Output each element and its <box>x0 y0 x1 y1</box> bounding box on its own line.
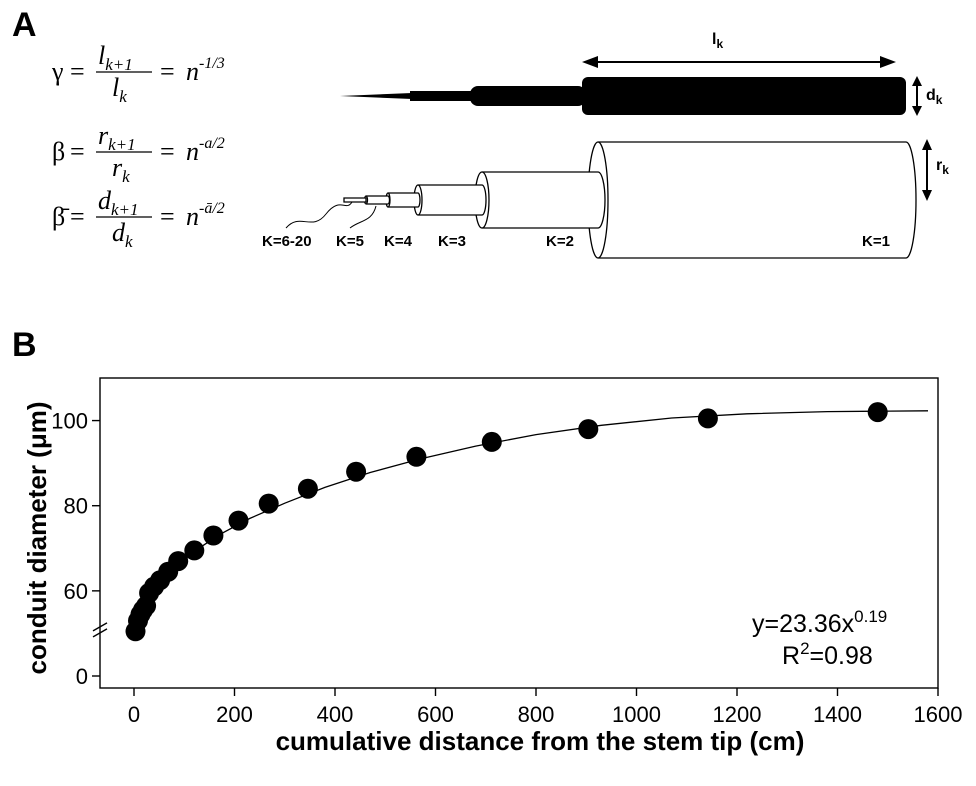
radius-label: rk <box>936 157 949 177</box>
data-point <box>346 461 367 482</box>
cylinder-k1 <box>598 141 917 259</box>
data-point <box>406 446 427 467</box>
scatter-chart: 0 200 400 600 800 1000 1200 1400 1600 0 60 80 100 <box>51 377 962 727</box>
conduit-tip <box>340 93 412 99</box>
svg-text:=: = <box>70 202 85 231</box>
equation-beta-rhs: n-a/2 <box>186 135 225 166</box>
equation-gamma-rhs: n-1/3 <box>186 55 225 86</box>
equation-beta-bar-numerator: dk+1 <box>98 186 139 219</box>
cylinder-k6-20 <box>343 197 367 203</box>
equation-beta-bar-denominator: dk <box>112 218 133 251</box>
x-tick-label: 1200 <box>713 702 762 727</box>
equation-beta-denominator: rk <box>112 153 130 186</box>
equation-beta-lhs: β <box>52 137 65 166</box>
panel-a-letter: A <box>12 6 37 44</box>
data-point <box>578 419 599 440</box>
tick-labels: 0 200 400 600 800 1000 1200 1400 1600 0 60 80 100 <box>51 409 962 727</box>
equation-gamma-lhs: γ <box>51 57 64 86</box>
axis-break-mark <box>92 628 108 638</box>
axis-break-mark <box>92 622 108 632</box>
equation-gamma-numerator: lk+1 <box>98 41 133 74</box>
length-label: lk <box>712 31 723 51</box>
data-point <box>867 402 888 423</box>
cylinder-k4 <box>388 192 421 208</box>
x-tick-label: 800 <box>518 702 555 727</box>
conduit-segment <box>410 91 474 101</box>
data-point <box>481 431 502 452</box>
y-tick-label: 60 <box>64 579 88 604</box>
diameter-label: dk <box>926 87 943 107</box>
y-tick-label: 100 <box>51 409 88 434</box>
plot-frame <box>99 377 939 689</box>
cylinder-k2 <box>482 171 606 229</box>
x-tick-label: 0 <box>128 702 140 727</box>
segment-label-k2: K=2 <box>546 233 574 250</box>
fit-equation: y=23.36x0.19 <box>752 607 887 638</box>
equation-beta-bar-rhs: n-ā/2 <box>186 200 225 231</box>
data-point <box>297 478 318 499</box>
conduit-cylinders <box>343 141 917 259</box>
equation-beta-bar: β̄ = dk+1 dk = n-ā/2 <box>52 186 225 251</box>
data-points <box>125 402 888 642</box>
segment-label-k4: K=4 <box>384 233 413 250</box>
cylinder-k5 <box>366 195 391 205</box>
x-tick-label: 400 <box>317 702 354 727</box>
segment-label-k3: K=3 <box>438 233 466 250</box>
y-tick-label: 0 <box>76 664 88 689</box>
equation-beta-numerator: rk+1 <box>98 121 136 154</box>
panel-b-letter: B <box>12 326 37 364</box>
segment-label-k5: K=5 <box>336 233 364 250</box>
leader-line <box>349 205 377 229</box>
data-point <box>258 493 279 514</box>
svg-text:=: = <box>160 202 175 231</box>
data-point <box>184 540 205 561</box>
equation-gamma-denominator: lk <box>112 73 127 106</box>
length-dimension-arrow <box>582 56 896 68</box>
data-point <box>168 551 189 572</box>
radius-dimension-arrow <box>922 139 932 201</box>
y-tick-label: 80 <box>64 494 88 519</box>
svg-text:=: = <box>70 137 85 166</box>
y-axis-label: conduit diameter (μm) <box>22 401 52 674</box>
data-point <box>203 525 224 546</box>
conduit-segment <box>470 86 586 106</box>
x-tick-label: 200 <box>216 702 253 727</box>
x-tick-label: 1400 <box>813 702 862 727</box>
equation-gamma: γ = lk+1 lk = n-1/3 <box>51 41 225 106</box>
equation-beta-bar-lhs: β̄ <box>52 202 69 231</box>
segment-label-k6-20: K=6-20 <box>262 233 312 250</box>
svg-text:=: = <box>160 57 175 86</box>
x-axis-label: cumulative distance from the stem tip (c… <box>276 726 805 756</box>
segment-label-k1: K=1 <box>862 233 890 250</box>
diameter-dimension-arrow <box>912 76 922 116</box>
fit-curve <box>134 410 929 634</box>
equation-beta: β = rk+1 rk = n-a/2 <box>52 121 225 186</box>
svg-text:=: = <box>160 137 175 166</box>
conduit-segment <box>582 77 906 115</box>
data-point <box>228 510 249 531</box>
r-squared: R2=0.98 <box>782 639 873 670</box>
data-point <box>697 408 718 429</box>
leader-line <box>285 201 353 229</box>
axes <box>92 377 939 696</box>
conduit-silhouette <box>340 77 906 115</box>
cylinder-k3 <box>418 184 487 216</box>
x-tick-label: 1000 <box>612 702 661 727</box>
x-tick-label: 1600 <box>914 702 963 727</box>
x-tick-label: 600 <box>417 702 454 727</box>
svg-text:=: = <box>70 57 85 86</box>
